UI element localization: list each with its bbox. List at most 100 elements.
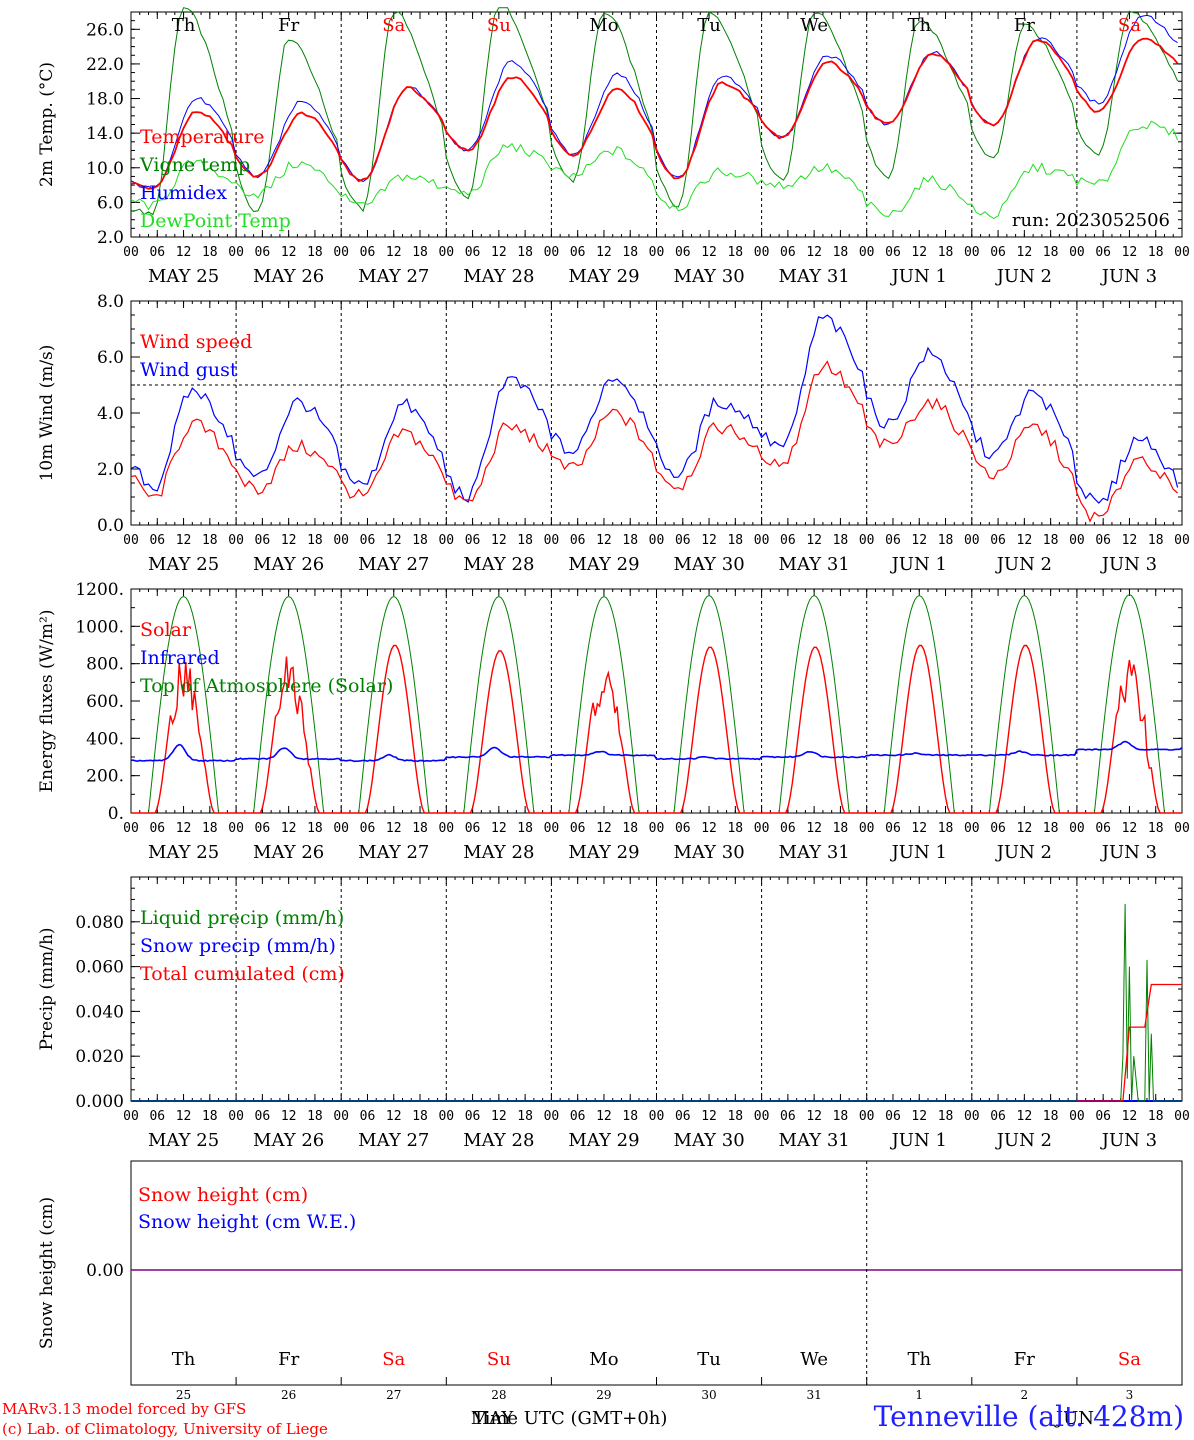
wind-panel-hour-label: 06 — [360, 533, 376, 548]
temp-panel-ytick-label: 26.0 — [86, 20, 124, 40]
wind-panel-hour-label: 12 — [1122, 533, 1138, 548]
snow-weekday-label: Th — [172, 1349, 196, 1370]
wind-panel-hour-label: 06 — [465, 533, 481, 548]
energy-panel-hour-label: 18 — [307, 821, 323, 836]
temp-panel-hour-label: 06 — [570, 245, 586, 260]
precip-panel-hour-label: 18 — [517, 1109, 533, 1124]
precip-panel-ytick-label: 0.080 — [75, 913, 124, 933]
energy-panel-ytick-label: 600. — [86, 692, 124, 712]
wind-panel-hour-label: 12 — [491, 533, 507, 548]
temp-panel-hour-label: 12 — [491, 245, 507, 260]
wind-panel-hour-label: 00 — [544, 533, 560, 548]
wind-panel-ytick-label: 2.0 — [97, 460, 124, 480]
wind-panel-hour-label: 18 — [833, 533, 849, 548]
energy-panel-hour-label: 06 — [255, 821, 271, 836]
energy-panel-ylabel: Energy fluxes (W/m²) — [37, 610, 57, 793]
temp-panel-ytick-label: 10.0 — [86, 159, 124, 179]
temp-panel-hour-label: 06 — [1095, 245, 1111, 260]
temp-panel-hour-label: 12 — [1122, 245, 1138, 260]
precip-panel-ytick-label: 0.060 — [75, 958, 124, 978]
energy-panel-hour-label: 00 — [228, 821, 244, 836]
wind-panel-date-label: MAY 31 — [779, 554, 850, 575]
snow-day-number: 3 — [1126, 1388, 1134, 1402]
snow-weekday-label: Sa — [382, 1349, 405, 1370]
temp-series-temperature — [130, 37, 1179, 190]
precip-panel-hour-label: 12 — [386, 1109, 402, 1124]
wind-panel-hour-label: 06 — [149, 533, 165, 548]
wind-panel-hour-label: 00 — [859, 533, 875, 548]
temp-panel-hour-label: 00 — [228, 245, 244, 260]
precip-panel-hour-label: 18 — [202, 1109, 218, 1124]
wind-panel-hour-label: 06 — [780, 533, 796, 548]
energy-panel-hour-label: 18 — [202, 821, 218, 836]
wind-panel-hour-label: 00 — [228, 533, 244, 548]
wind-panel-hour-label: 06 — [570, 533, 586, 548]
weekday-label: Tu — [697, 15, 721, 36]
precip-panel-hour-label: 06 — [990, 1109, 1006, 1124]
precip-panel-hour-label: 18 — [938, 1109, 954, 1124]
energy-panel-hour-label: 00 — [859, 821, 875, 836]
weekday-label: We — [800, 15, 828, 36]
temp-panel-ytick-label: 18.0 — [86, 90, 124, 110]
wind-panel-date-label: MAY 29 — [568, 554, 639, 575]
energy-panel-hour-label: 18 — [833, 821, 849, 836]
wind-panel-ytick-label: 8.0 — [97, 292, 124, 312]
temp-panel-date-label: MAY 31 — [779, 266, 850, 287]
energy-panel-hour-label: 00 — [438, 821, 454, 836]
temp-panel-hour-label: 06 — [255, 245, 271, 260]
precip-panel-hour-label: 18 — [622, 1109, 638, 1124]
energy-panel-hour-label: 12 — [281, 821, 297, 836]
weekday-label: Sa — [382, 15, 405, 36]
energy-panel-ytick-label: 1200. — [75, 580, 124, 600]
precip-panel-hour-label: 06 — [360, 1109, 376, 1124]
precip-panel-hour-label: 12 — [491, 1109, 507, 1124]
energy-panel-ytick-label: 1000. — [75, 617, 124, 637]
energy-panel-hour-label: 00 — [333, 821, 349, 836]
temp-panel-hour-label: 00 — [1174, 245, 1190, 260]
wind-panel-hour-label: 12 — [911, 533, 927, 548]
temp-panel-ytick-label: 22.0 — [86, 55, 124, 75]
precip-panel-hour-label: 00 — [859, 1109, 875, 1124]
precip-panel-hour-label: 06 — [1095, 1109, 1111, 1124]
snow-day-number: 26 — [281, 1388, 296, 1402]
energy-series-infrared — [131, 740, 1183, 763]
energy-panel-hour-label: 12 — [596, 821, 612, 836]
temp-legend-temperature: Temperature — [140, 126, 264, 148]
snow-weekday-label: Sa — [1118, 1349, 1141, 1370]
energy-panel-date-label: MAY 25 — [148, 842, 219, 863]
temp-panel-hour-label: 12 — [806, 245, 822, 260]
energy-panel-hour-label: 00 — [544, 821, 560, 836]
energy-panel-hour-label: 00 — [754, 821, 770, 836]
weekday-label: Fr — [1014, 15, 1035, 36]
wind-panel-hour-label: 12 — [701, 533, 717, 548]
temp-panel-date-label: MAY 27 — [358, 266, 429, 287]
wind-panel-hour-label: 12 — [176, 533, 192, 548]
temp-panel-hour-label: 12 — [176, 245, 192, 260]
precip-panel-hour-label: 12 — [701, 1109, 717, 1124]
wind-panel-hour-label: 18 — [1148, 533, 1164, 548]
precip-panel-date-label: MAY 30 — [673, 1130, 744, 1151]
weekday-label: Th — [172, 15, 196, 36]
temp-panel-hour-label: 00 — [333, 245, 349, 260]
temp-panel-date-label: MAY 30 — [673, 266, 744, 287]
precip-panel-hour-label: 00 — [228, 1109, 244, 1124]
wind-panel-hour-label: 00 — [1069, 533, 1085, 548]
precip-panel-hour-label: 00 — [754, 1109, 770, 1124]
wind-panel-hour-label: 12 — [1017, 533, 1033, 548]
temp-panel-hour-label: 06 — [885, 245, 901, 260]
wind-panel-hour-label: 06 — [255, 533, 271, 548]
temp-panel-hour-label: 18 — [727, 245, 743, 260]
temp-panel-hour-label: 12 — [596, 245, 612, 260]
energy-panel-hour-label: 00 — [1069, 821, 1085, 836]
temp-panel-hour-label: 00 — [649, 245, 665, 260]
precip-panel-hour-label: 00 — [438, 1109, 454, 1124]
snow-panel-ylabel: Snow height (cm) — [37, 1197, 57, 1349]
energy-panel-hour-label: 06 — [360, 821, 376, 836]
temp-panel-hour-label: 00 — [544, 245, 560, 260]
energy-panel-ytick-label: 200. — [86, 767, 124, 787]
energy-panel-hour-label: 00 — [649, 821, 665, 836]
snow-legend-snow-height-cm-w-e: Snow height (cm W.E.) — [138, 1211, 356, 1233]
temp-panel-date-label: JUN 1 — [890, 266, 947, 287]
wind-panel-hour-label: 18 — [938, 533, 954, 548]
wind-panel-ytick-label: 4.0 — [97, 404, 124, 424]
